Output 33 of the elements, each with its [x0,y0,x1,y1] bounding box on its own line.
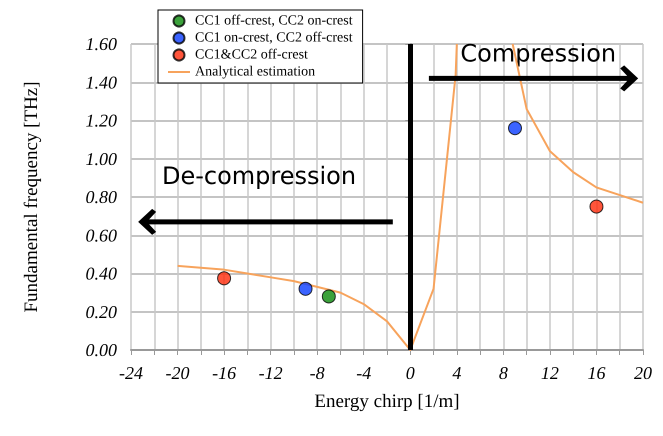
point [298,282,313,296]
x-tick-label: 12 [540,363,559,383]
legend-label: CC1 off-crest, CC2 on-crest [195,14,353,28]
x-tick-label: -16 [212,363,236,383]
y-tick-label: 0.60 [86,225,117,246]
y-axis-title: Fundamental frequency [THz] [21,81,42,313]
legend-label: CC1&CC2 off-crest [195,48,308,62]
annotation: De-compression [162,162,356,190]
y-tick-label: 1.00 [86,148,117,169]
point [508,121,522,136]
x-tick-label: -4 [356,363,372,383]
x-tick-label: 16 [587,363,606,383]
y-tick-label: 0.00 [86,340,117,360]
y-tick-label: 0.20 [86,302,117,322]
x-tick-label: 20 [634,363,652,383]
x-tick-label: -20 [166,363,190,383]
x-tick-label: -12 [258,363,283,383]
x-tick-label: 8 [498,363,508,383]
x-tick-label: -8 [310,363,325,383]
x-tick-label: -24 [119,363,143,383]
point [589,200,604,214]
x-tick-label: 4 [452,363,462,383]
x-axis-title: Energy chirp [1/m] [314,391,460,412]
point [322,289,336,304]
legend-label: CC1 on-crest, CC2 off-crest [195,30,353,46]
y-tick-label: 0.80 [86,187,117,207]
point [217,271,232,286]
y-tick-label: 0.40 [86,264,117,284]
y-tick-label: 1.20 [86,110,117,130]
y-tick-label: 1.60 [86,34,117,54]
y-tick-label: 1.40 [86,72,117,92]
legend-label: Analytical estimation [195,64,316,80]
x-tick-label: 0 [406,363,415,383]
